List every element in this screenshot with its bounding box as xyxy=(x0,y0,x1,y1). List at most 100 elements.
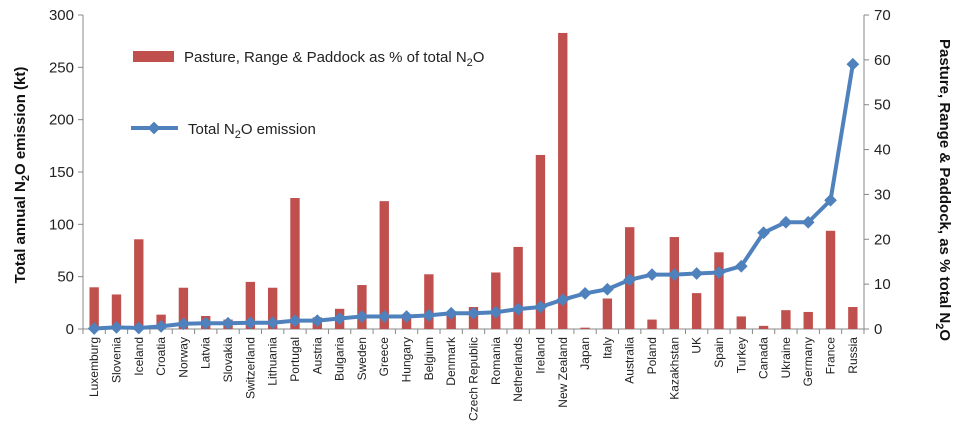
category-label-kazakhstan: Kazakhstan xyxy=(667,337,681,400)
right-tick-label: 70 xyxy=(874,7,891,24)
point-greece xyxy=(377,310,391,323)
right-tick-label: 50 xyxy=(874,97,891,114)
bar-turkey xyxy=(736,316,746,329)
point-switzerland xyxy=(243,316,257,330)
legend-line-label: Total N2O emission xyxy=(188,121,316,141)
category-label-hungary: Hungary xyxy=(400,337,414,382)
left-tick-label: 150 xyxy=(49,164,74,181)
point-croatia xyxy=(154,320,168,333)
bar-series xyxy=(89,32,858,329)
right-axis: 0 10 20 30 40 50 60 70 xyxy=(864,7,891,338)
bar-sweden xyxy=(357,285,367,329)
point-ukraine xyxy=(779,215,793,229)
right-tick-label: 10 xyxy=(874,276,891,293)
category-label-latvia: Latvia xyxy=(199,337,213,369)
bar-greece xyxy=(379,201,389,329)
category-label-spain: Spain xyxy=(712,337,726,368)
point-luxemburg xyxy=(87,322,101,335)
bar-belgium xyxy=(424,274,434,329)
bar-uk xyxy=(691,293,702,329)
category-label-japan: Japan xyxy=(578,337,592,370)
left-tick-label: 250 xyxy=(49,59,74,76)
point-latvia xyxy=(199,316,213,330)
right-tick-label: 0 xyxy=(874,321,882,338)
legend-line-marker xyxy=(147,121,161,135)
category-label-czech-republic: Czech Republic xyxy=(467,337,481,421)
bar-romania xyxy=(491,272,501,329)
bar-norway xyxy=(178,287,189,329)
category-label-bulgaria: Bulgaria xyxy=(333,337,347,381)
bar-ukraine xyxy=(781,310,791,329)
category-label-russia: Russia xyxy=(846,337,860,374)
bar-poland xyxy=(647,319,657,329)
bar-italy xyxy=(602,298,613,329)
legend: Pasture, Range & Paddock as % of total N… xyxy=(131,49,484,141)
point-denmark xyxy=(444,306,458,320)
point-slovakia xyxy=(221,316,235,330)
bar-luxemburg xyxy=(89,287,99,329)
category-label-greece: Greece xyxy=(377,337,391,377)
category-label-sweden: Sweden xyxy=(355,337,369,380)
bar-netherlands xyxy=(513,246,523,329)
category-label-norway: Norway xyxy=(176,337,190,378)
category-label-uk: UK xyxy=(690,337,704,354)
bar-germany xyxy=(803,311,813,329)
bar-russia xyxy=(848,307,858,329)
point-portugal xyxy=(288,314,302,327)
bar-portugal xyxy=(290,198,300,329)
category-label-australia: Australia xyxy=(623,337,637,384)
left-tick-label: 300 xyxy=(49,7,74,24)
total-emission-line xyxy=(94,63,855,331)
bar-slovenia xyxy=(111,294,122,329)
left-axis-title: Total annual N2O emission (kt) xyxy=(12,67,32,284)
x-axis: Luxemburg Slovenia Iceland Croatia Norway Lat… xyxy=(82,329,865,421)
category-label-slovenia: Slovenia xyxy=(109,337,123,383)
right-tick-label: 30 xyxy=(874,186,891,203)
bar-france xyxy=(825,230,836,329)
left-axis: 0 50 100 150 200 250 300 xyxy=(49,7,83,338)
point-romania xyxy=(489,305,503,319)
category-label-ukraine: Ukraine xyxy=(779,337,793,379)
category-label-croatia: Croatia xyxy=(154,337,168,376)
point-lithuania xyxy=(266,316,280,330)
category-label-austria: Austria xyxy=(310,337,324,375)
category-label-switzerland: Switzerland xyxy=(243,337,257,399)
bar-switzerland xyxy=(245,281,256,329)
category-label-belgium: Belgium xyxy=(422,337,436,380)
point-italy xyxy=(601,282,614,296)
point-austria xyxy=(310,314,324,327)
category-label-new-zealand: New Zealand xyxy=(556,337,570,408)
point-bulgaria xyxy=(333,312,346,325)
right-tick-label: 20 xyxy=(874,231,891,248)
category-label-poland: Poland xyxy=(645,337,659,374)
point-hungary xyxy=(400,310,413,323)
bar-canada xyxy=(758,325,769,329)
category-label-portugal: Portugal xyxy=(288,337,302,382)
category-label-romania: Romania xyxy=(489,337,503,385)
bar-kazakhstan xyxy=(669,237,680,329)
category-label-italy: Italy xyxy=(600,337,614,359)
point-czech-republic xyxy=(467,306,480,320)
legend-bar-swatch xyxy=(133,51,174,62)
bar-japan xyxy=(580,327,590,329)
left-tick-label: 100 xyxy=(49,216,74,233)
left-tick-label: 50 xyxy=(57,269,74,286)
legend-bar-label: Pasture, Range & Paddock as % of total N… xyxy=(184,49,484,69)
point-sweden xyxy=(355,310,369,323)
point-uk xyxy=(690,267,704,280)
right-tick-label: 60 xyxy=(874,52,891,69)
point-belgium xyxy=(422,309,436,322)
point-japan xyxy=(578,287,592,300)
left-tick-label: 0 xyxy=(66,321,74,338)
bar-spain xyxy=(714,252,724,329)
category-label-luxemburg: Luxemburg xyxy=(87,337,101,397)
bar-new-zealand xyxy=(558,32,568,329)
bar-lithuania xyxy=(267,287,278,329)
category-label-canada: Canada xyxy=(757,337,771,379)
bar-denmark xyxy=(446,312,456,329)
category-label-netherlands: Netherlands xyxy=(511,337,525,402)
category-label-slovakia: Slovakia xyxy=(221,337,235,383)
category-label-denmark: Denmark xyxy=(444,336,458,386)
point-slovenia xyxy=(110,321,123,334)
